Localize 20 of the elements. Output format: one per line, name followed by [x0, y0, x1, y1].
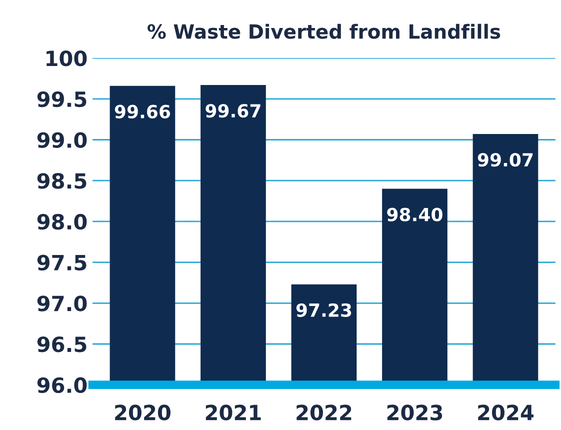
x-tick-label: 2023	[387, 404, 442, 420]
data-label: 97.23	[296, 303, 352, 317]
data-label: 99.66	[114, 104, 170, 118]
y-tick-label: 97.0	[37, 296, 87, 312]
x-tick-label: 2022	[296, 404, 352, 420]
x-tick-label: 2021	[206, 404, 261, 420]
data-label: 99.07	[478, 152, 533, 167]
x-tick-label: 2020	[115, 404, 170, 420]
y-tick-label: 96.5	[37, 336, 86, 352]
data-label: 99.67	[206, 104, 260, 118]
y-tick-label: 98.0	[37, 214, 87, 230]
y-tick-label: 96.0	[37, 377, 87, 394]
y-tick-label: 97.5	[37, 254, 86, 271]
data-label: 98.40	[387, 208, 442, 222]
y-tick-label: 100	[46, 50, 87, 66]
x-tick-label: 2024	[478, 404, 534, 420]
chart-title: % Waste Diverted from Landfills	[148, 24, 500, 39]
y-tick-label: 99.5	[37, 91, 86, 108]
y-tick-label: 98.5	[37, 173, 86, 189]
y-tick-label: 99.0	[37, 132, 87, 148]
